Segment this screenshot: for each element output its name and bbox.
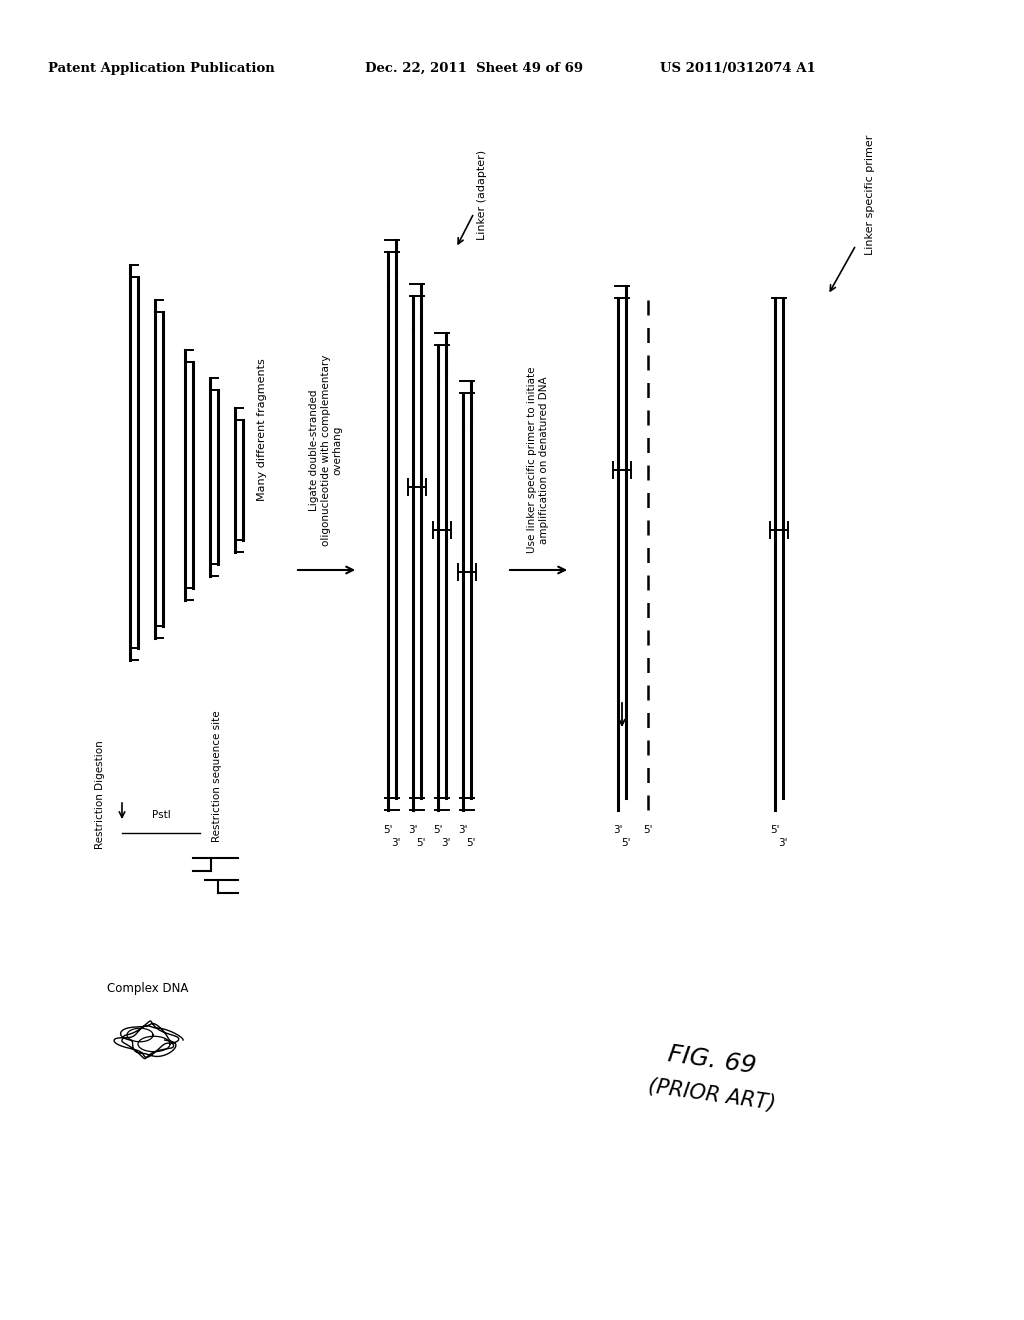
Text: 3': 3' bbox=[613, 825, 623, 836]
Text: 5': 5' bbox=[643, 825, 652, 836]
Text: Restriction sequence site: Restriction sequence site bbox=[212, 710, 222, 842]
Text: Ligate double-stranded
oligonucleotide with complementary
overhang: Ligate double-stranded oligonucleotide w… bbox=[309, 354, 343, 545]
Text: Complex DNA: Complex DNA bbox=[108, 982, 188, 995]
Text: Linker (adapter): Linker (adapter) bbox=[477, 150, 487, 240]
Text: 3': 3' bbox=[409, 825, 418, 836]
Text: 5': 5' bbox=[383, 825, 393, 836]
Text: 5': 5' bbox=[466, 838, 476, 847]
Text: Dec. 22, 2011  Sheet 49 of 69: Dec. 22, 2011 Sheet 49 of 69 bbox=[365, 62, 583, 75]
Text: FIG. 69: FIG. 69 bbox=[667, 1041, 758, 1078]
Text: 3': 3' bbox=[459, 825, 468, 836]
Text: Use linker specific primer to initiate
amplification on denatured DNA: Use linker specific primer to initiate a… bbox=[527, 367, 549, 553]
Text: 5': 5' bbox=[622, 838, 631, 847]
Text: 5': 5' bbox=[416, 838, 426, 847]
Text: PstI: PstI bbox=[152, 810, 170, 820]
Text: 5': 5' bbox=[770, 825, 779, 836]
Text: Linker specific primer: Linker specific primer bbox=[865, 135, 874, 255]
Text: Patent Application Publication: Patent Application Publication bbox=[48, 62, 274, 75]
Text: 5': 5' bbox=[433, 825, 442, 836]
Text: US 2011/0312074 A1: US 2011/0312074 A1 bbox=[660, 62, 816, 75]
Text: 3': 3' bbox=[441, 838, 451, 847]
Text: Many different fragments: Many different fragments bbox=[257, 359, 267, 502]
Text: 3': 3' bbox=[391, 838, 400, 847]
Text: 3': 3' bbox=[778, 838, 787, 847]
Text: (PRIOR ART): (PRIOR ART) bbox=[647, 1076, 777, 1114]
Text: Restriction Digestion: Restriction Digestion bbox=[95, 741, 105, 849]
